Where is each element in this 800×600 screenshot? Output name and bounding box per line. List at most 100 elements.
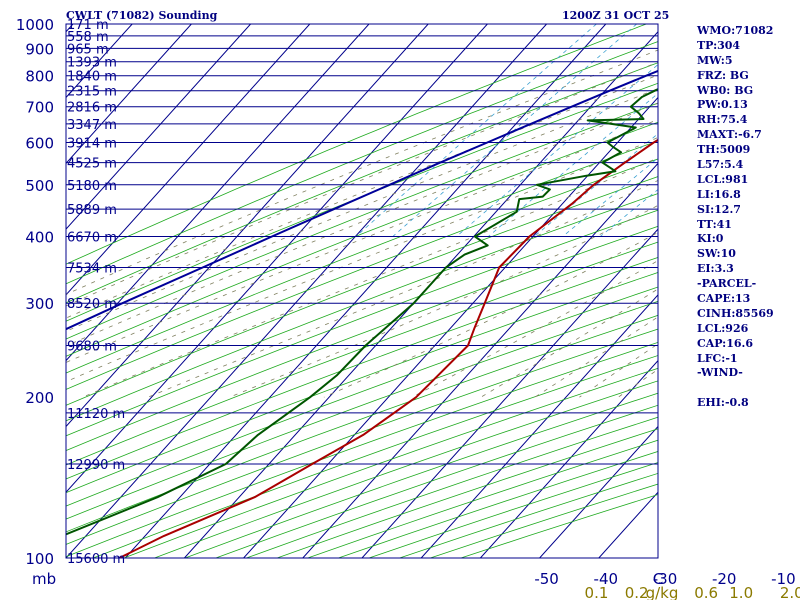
pressure-tick-label: 700 bbox=[25, 99, 54, 117]
mixing-ratio-label: 0.2 bbox=[625, 584, 649, 600]
mixing-ratio-line bbox=[773, 24, 800, 237]
pressure-tick-label: 900 bbox=[25, 40, 54, 58]
isotherm-line bbox=[66, 24, 488, 493]
height-label: 5889 m bbox=[67, 203, 117, 218]
dry-adiabat bbox=[66, 256, 658, 480]
height-label: 11120 m bbox=[67, 407, 125, 422]
height-label: 2816 m bbox=[67, 101, 117, 116]
temperature-tick-label: -20 bbox=[712, 570, 737, 588]
index-line: TH:5009 bbox=[697, 143, 751, 157]
index-line: CAPE:13 bbox=[697, 292, 751, 306]
dry-adiabat bbox=[66, 286, 658, 507]
index-line: LCL:981 bbox=[697, 172, 749, 186]
dry-adiabat bbox=[66, 102, 658, 340]
height-label: 7534 m bbox=[67, 261, 117, 276]
isotherm-line bbox=[480, 359, 658, 558]
height-label: 8520 m bbox=[67, 297, 117, 312]
pressure-tick-label: 400 bbox=[25, 228, 54, 246]
sounding-time: 1200Z 31 OCT 25 bbox=[562, 9, 670, 22]
dewpoint-profile bbox=[66, 87, 658, 536]
dry-adiabat bbox=[66, 225, 658, 452]
index-line: TT:41 bbox=[697, 217, 732, 231]
mixing-ratio-unit-label: g/kg bbox=[646, 584, 679, 600]
dry-adiabat bbox=[66, 300, 658, 520]
dry-adiabat bbox=[66, 341, 658, 558]
index-line: SW:10 bbox=[697, 247, 736, 261]
height-label: 15600 m bbox=[67, 552, 125, 567]
index-line: L57:5.4 bbox=[697, 158, 744, 172]
moist-adiabat bbox=[66, 74, 658, 319]
dry-adiabat bbox=[66, 209, 658, 437]
temperature-profile bbox=[118, 138, 658, 558]
height-label: 2315 m bbox=[67, 85, 117, 100]
mixing-ratio-label: 0.1 bbox=[585, 584, 609, 600]
pressure-tick-label: 100 bbox=[25, 550, 54, 568]
index-line: PW:0.13 bbox=[697, 98, 748, 112]
dry-adiabat bbox=[66, 176, 658, 406]
moist-adiabat bbox=[82, 157, 658, 398]
indices-panel: WMO:71082 TP:304 MW:5 FRZ: BG WB0: BG PW:0.13… bbox=[697, 24, 774, 411]
index-line: MAXT:-6.7 bbox=[697, 128, 762, 142]
isotherm-line bbox=[243, 96, 658, 558]
moist-adiabat bbox=[66, 137, 658, 383]
moist-adiabat bbox=[66, 88, 658, 332]
height-label: 9680 m bbox=[67, 340, 117, 355]
index-line: WB0: BG bbox=[697, 83, 754, 97]
index-line: TP:304 bbox=[697, 38, 741, 52]
dry-adiabat bbox=[66, 193, 658, 422]
moist-adiabat bbox=[411, 260, 658, 398]
isotherm-line bbox=[361, 228, 658, 558]
isotherm-line bbox=[66, 24, 370, 362]
index-line: LI:16.8 bbox=[697, 187, 741, 201]
index-line: -PARCEL- bbox=[697, 277, 757, 291]
index-line: MW:5 bbox=[697, 53, 733, 67]
index-line: KI:0 bbox=[697, 232, 724, 246]
pressure-unit-label: mb bbox=[32, 570, 56, 588]
index-line: FRZ: BG bbox=[697, 68, 749, 82]
temperature-tick-label: -40 bbox=[594, 570, 619, 588]
index-line: LFC:-1 bbox=[697, 351, 738, 365]
pressure-tick-label: 600 bbox=[25, 134, 54, 152]
pressure-tick-label: 300 bbox=[25, 295, 54, 313]
dry-adiabat bbox=[66, 241, 658, 466]
height-label: 3914 m bbox=[67, 136, 117, 151]
pressure-tick-label: 500 bbox=[25, 177, 54, 195]
height-label: 171 m bbox=[67, 18, 109, 33]
index-line: RH:75.4 bbox=[697, 113, 748, 127]
dry-adiabat bbox=[66, 121, 658, 357]
index-line: LCL:926 bbox=[697, 321, 749, 335]
dry-adiabat bbox=[66, 140, 658, 374]
index-line bbox=[697, 381, 774, 396]
pressure-tick-label: 200 bbox=[25, 389, 54, 407]
temperature-unit-label: C bbox=[653, 570, 663, 588]
dry-adiabat bbox=[66, 82, 658, 322]
height-label: 4525 m bbox=[67, 157, 117, 172]
height-label: 3347 m bbox=[67, 118, 117, 133]
index-line: EHI:-0.8 bbox=[697, 396, 749, 410]
dry-adiabat bbox=[66, 272, 658, 494]
plot-area bbox=[0, 24, 800, 558]
index-line: WMO:71082 bbox=[697, 24, 774, 37]
height-label: 965 m bbox=[67, 42, 109, 57]
temperature-tick-label: -10 bbox=[771, 570, 796, 588]
dry-adiabat bbox=[66, 314, 658, 533]
mixing-ratio-line bbox=[456, 64, 658, 237]
index-line: SI:12.7 bbox=[697, 202, 741, 216]
mixing-ratio-label: 0.6 bbox=[694, 584, 718, 600]
temperature-tick-label: -50 bbox=[534, 570, 559, 588]
index-line: CAP:16.6 bbox=[697, 336, 754, 350]
isotherm-line bbox=[66, 24, 251, 230]
plot-frame bbox=[65, 23, 659, 559]
moist-adiabat bbox=[66, 118, 658, 363]
height-label: 1393 m bbox=[67, 56, 117, 71]
station-title: CWLT (71082) Sounding bbox=[66, 9, 218, 22]
pressure-tick-label: 800 bbox=[25, 68, 54, 86]
index-line: CINH:85569 bbox=[697, 306, 774, 320]
isotherm-line bbox=[539, 425, 658, 558]
isotherm-line bbox=[0, 24, 14, 558]
mixing-ratio-label: 1.0 bbox=[729, 584, 753, 600]
height-label: 5180 m bbox=[67, 179, 117, 194]
index-line: EI:3.3 bbox=[697, 262, 734, 276]
parcel-profile bbox=[66, 69, 658, 331]
